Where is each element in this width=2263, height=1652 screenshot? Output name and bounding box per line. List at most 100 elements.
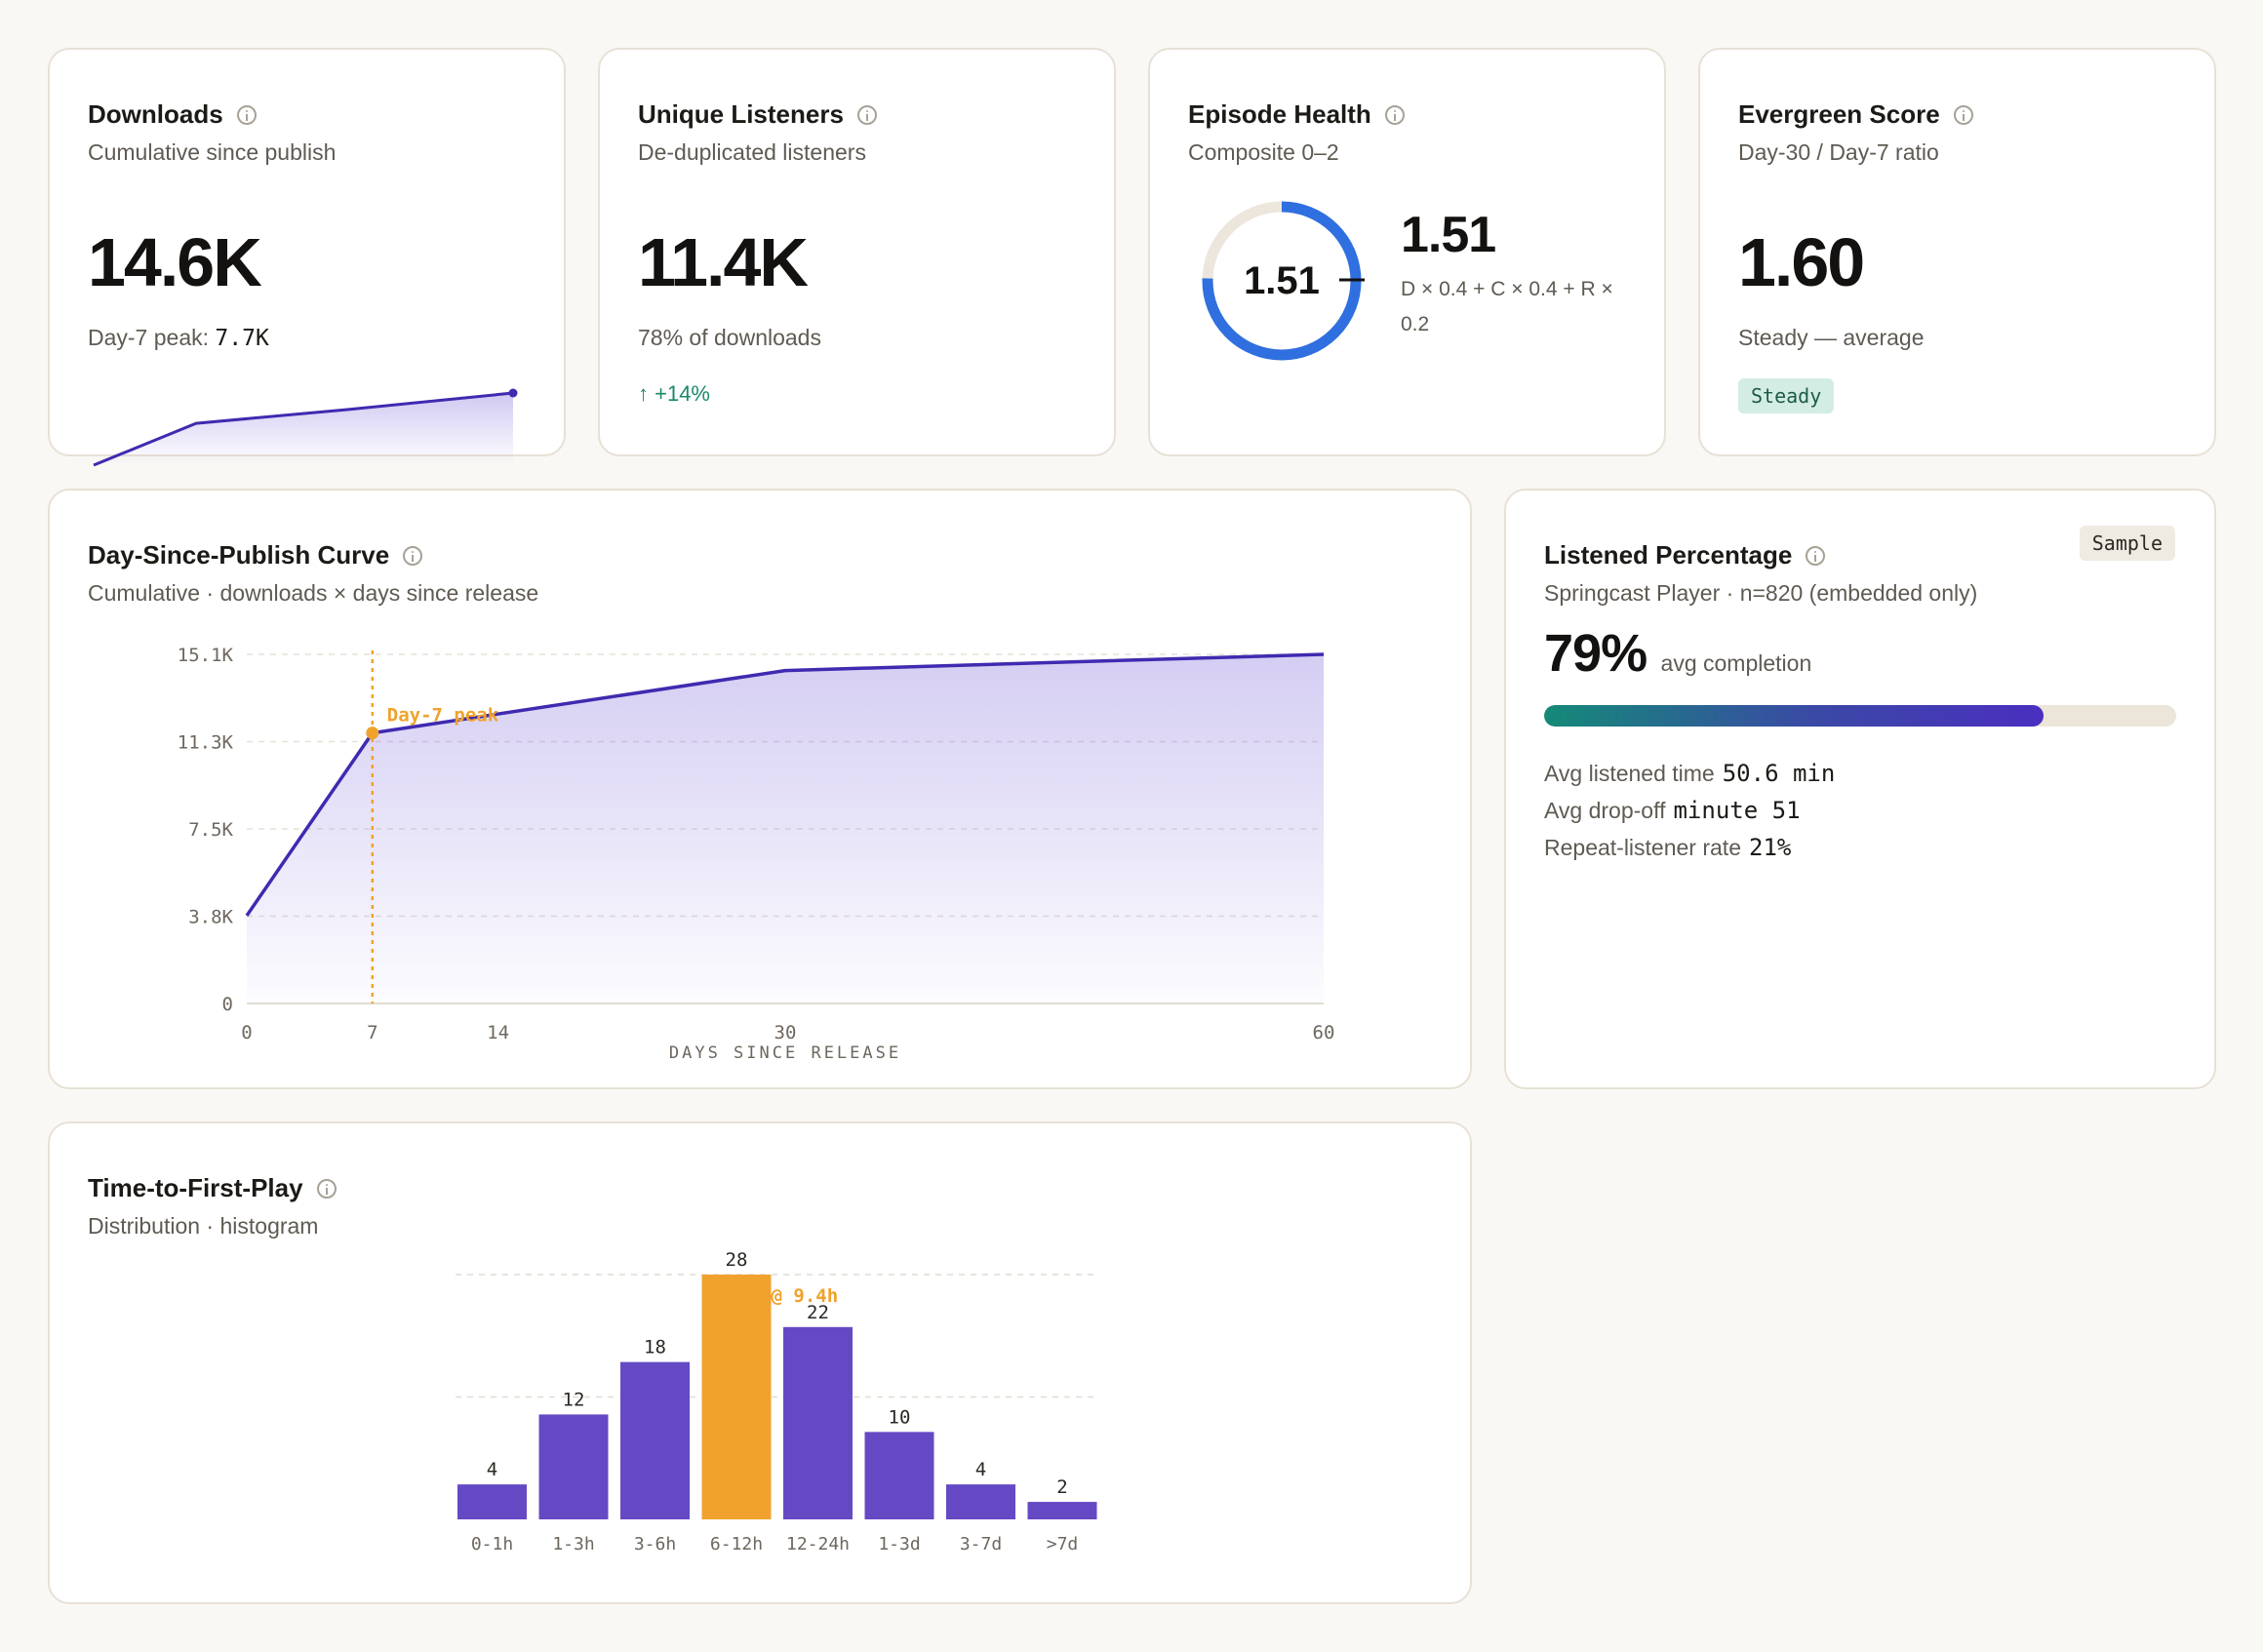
- unique-listeners-value: 11.4K: [638, 224, 809, 300]
- evergreen-note: Steady — average: [1738, 325, 1925, 350]
- y-tick-label: 11.3K: [178, 732, 234, 754]
- x-tick-label: 30: [774, 1022, 797, 1043]
- episode-health-card: Episode Health Composite 0–2 1.51 1.51 D…: [1148, 48, 1666, 456]
- unique-listeners-title-text: Unique Listeners: [638, 99, 844, 129]
- unique-listeners-title: Unique Listeners: [638, 99, 877, 130]
- listened-progress-fill: [1544, 705, 2044, 727]
- health-ring: 1.51: [1202, 201, 1365, 361]
- curve-line: [245, 652, 1325, 917]
- x-tick-label: 3-7d: [960, 1534, 1002, 1554]
- x-tick-label: 6-12h: [710, 1534, 763, 1554]
- listened-value: 79%: [1544, 624, 1648, 683]
- ttfp-subtitle: Distribution · histogram: [88, 1213, 319, 1239]
- ttfp-histogram: 4 0-1h 12 1-3h 18 3-6h 28 6-12h 22 12-24h 10 1-3d 4 3…: [456, 1249, 1097, 1554]
- peak-annotation: Day-7 peak: [387, 705, 499, 727]
- downloads-subtitle: Cumulative since publish: [88, 139, 337, 165]
- x-axis-label: DAYS SINCE RELEASE: [669, 1043, 901, 1063]
- listened-title: Listened Percentage: [1544, 540, 1826, 570]
- bar-value-label: 28: [726, 1249, 748, 1271]
- downloads-peak-label: Day-7 peak:: [88, 325, 210, 350]
- ttfp-title: Time-to-First-Play: [88, 1173, 337, 1203]
- histogram-bar: [620, 1361, 690, 1519]
- sparkline-line: [93, 391, 514, 467]
- histogram-bar: [946, 1484, 1015, 1519]
- histogram-bar: [783, 1326, 853, 1519]
- listened-value-label: avg completion: [1660, 650, 1812, 676]
- bar-value-label: 18: [644, 1337, 666, 1358]
- info-icon[interactable]: [236, 104, 257, 125]
- unique-listeners-trend: ↑ +14%: [638, 381, 710, 406]
- info-icon[interactable]: [1953, 104, 1973, 125]
- bar-value-label: 12: [563, 1389, 585, 1410]
- unique-listeners-card: Unique Listeners De-duplicated listeners…: [598, 48, 1116, 456]
- episode-health-subtitle: Composite 0–2: [1188, 139, 1339, 165]
- downloads-value: 14.6K: [88, 224, 262, 300]
- ttfp-title-text: Time-to-First-Play: [88, 1173, 303, 1202]
- stat-label: Repeat-listener rate: [1544, 835, 1741, 860]
- stat-avg-dropoff: Avg drop-off minute 51: [1544, 797, 1801, 824]
- listened-subtitle: Springcast Player · n=820 (embedded only…: [1544, 580, 1978, 606]
- evergreen-title-text: Evergreen Score: [1738, 99, 1940, 129]
- info-icon[interactable]: [1384, 104, 1405, 125]
- episode-health-title-text: Episode Health: [1188, 99, 1371, 129]
- info-icon[interactable]: [316, 1178, 337, 1199]
- curve-card: Day-Since-Publish Curve Cumulative · dow…: [48, 489, 1472, 1089]
- evergreen-card: Evergreen Score Day-30 / Day-7 ratio 1.6…: [1698, 48, 2216, 456]
- curve-subtitle: Cumulative · downloads × days since rele…: [88, 580, 539, 606]
- listened-value-row: 79% avg completion: [1544, 623, 1811, 684]
- episode-health-title: Episode Health: [1188, 99, 1405, 130]
- downloads-peak: Day-7 peak: 7.7K: [88, 325, 269, 351]
- listened-title-text: Listened Percentage: [1544, 540, 1793, 570]
- stat-repeat-rate: Repeat-listener rate 21%: [1544, 834, 1791, 861]
- bar-value-label: 4: [487, 1459, 497, 1480]
- stat-label: Avg drop-off: [1544, 798, 1666, 823]
- stat-value: 21%: [1749, 834, 1792, 861]
- downloads-peak-value: 7.7K: [215, 326, 269, 351]
- sparkline-end-dot: [508, 388, 518, 398]
- health-score: 1.51: [1401, 207, 1496, 263]
- sample-badge: Sample: [2079, 526, 2175, 561]
- listened-progress-track: [1544, 705, 2176, 727]
- y-tick-label: 0: [222, 994, 233, 1015]
- info-icon[interactable]: [403, 545, 423, 566]
- evergreen-subtitle: Day-30 / Day-7 ratio: [1738, 139, 1939, 165]
- downloads-card: Downloads Cumulative since publish 14.6K…: [48, 48, 566, 467]
- histogram-bar: [864, 1432, 934, 1519]
- downloads-sparkline: [93, 388, 518, 467]
- histogram-bar: [457, 1484, 527, 1519]
- curve-title: Day-Since-Publish Curve: [88, 540, 423, 570]
- x-tick-label: 12-24h: [786, 1534, 850, 1554]
- downloads-title: Downloads: [88, 99, 257, 130]
- bar-value-label: 2: [1056, 1476, 1067, 1498]
- listened-card: Listened Percentage Sample Springcast Pl…: [1504, 489, 2216, 1089]
- x-tick-label: 7: [367, 1022, 377, 1043]
- histogram-bar: [538, 1414, 609, 1519]
- evergreen-title: Evergreen Score: [1738, 99, 1973, 130]
- y-tick-label: 7.5K: [188, 819, 233, 841]
- stat-value: minute 51: [1673, 797, 1801, 824]
- unique-listeners-subtitle: De-duplicated listeners: [638, 139, 866, 165]
- stat-avg-listened: Avg listened time 50.6 min: [1544, 760, 1835, 787]
- x-tick-label: 60: [1313, 1022, 1335, 1043]
- downloads-title-text: Downloads: [88, 99, 223, 129]
- x-tick-label: 1-3h: [552, 1534, 594, 1554]
- median-annotation: @ 9.4h: [772, 1285, 839, 1307]
- info-icon[interactable]: [1806, 545, 1826, 566]
- ttfp-card: Time-to-First-Play Distribution · histog…: [48, 1121, 1472, 1604]
- x-tick-label: >7d: [1047, 1534, 1079, 1554]
- histogram-bar: [701, 1275, 772, 1519]
- unique-listeners-note: 78% of downloads: [638, 325, 821, 350]
- x-tick-label: 1-3d: [878, 1534, 920, 1554]
- health-ring-value: 1.51: [1244, 259, 1320, 302]
- sparkline-area: [94, 393, 513, 465]
- histogram-bar: [1027, 1502, 1097, 1519]
- curve-area: [247, 654, 1324, 1003]
- y-tick-label: 3.8K: [188, 907, 233, 928]
- bar-value-label: 22: [807, 1302, 829, 1323]
- x-tick-label: 3-6h: [634, 1534, 676, 1554]
- stat-value: 50.6 min: [1722, 760, 1836, 787]
- y-tick-label: 15.1K: [178, 645, 234, 666]
- peak-dot: [366, 727, 379, 740]
- info-icon[interactable]: [856, 104, 877, 125]
- stat-label: Avg listened time: [1544, 761, 1715, 786]
